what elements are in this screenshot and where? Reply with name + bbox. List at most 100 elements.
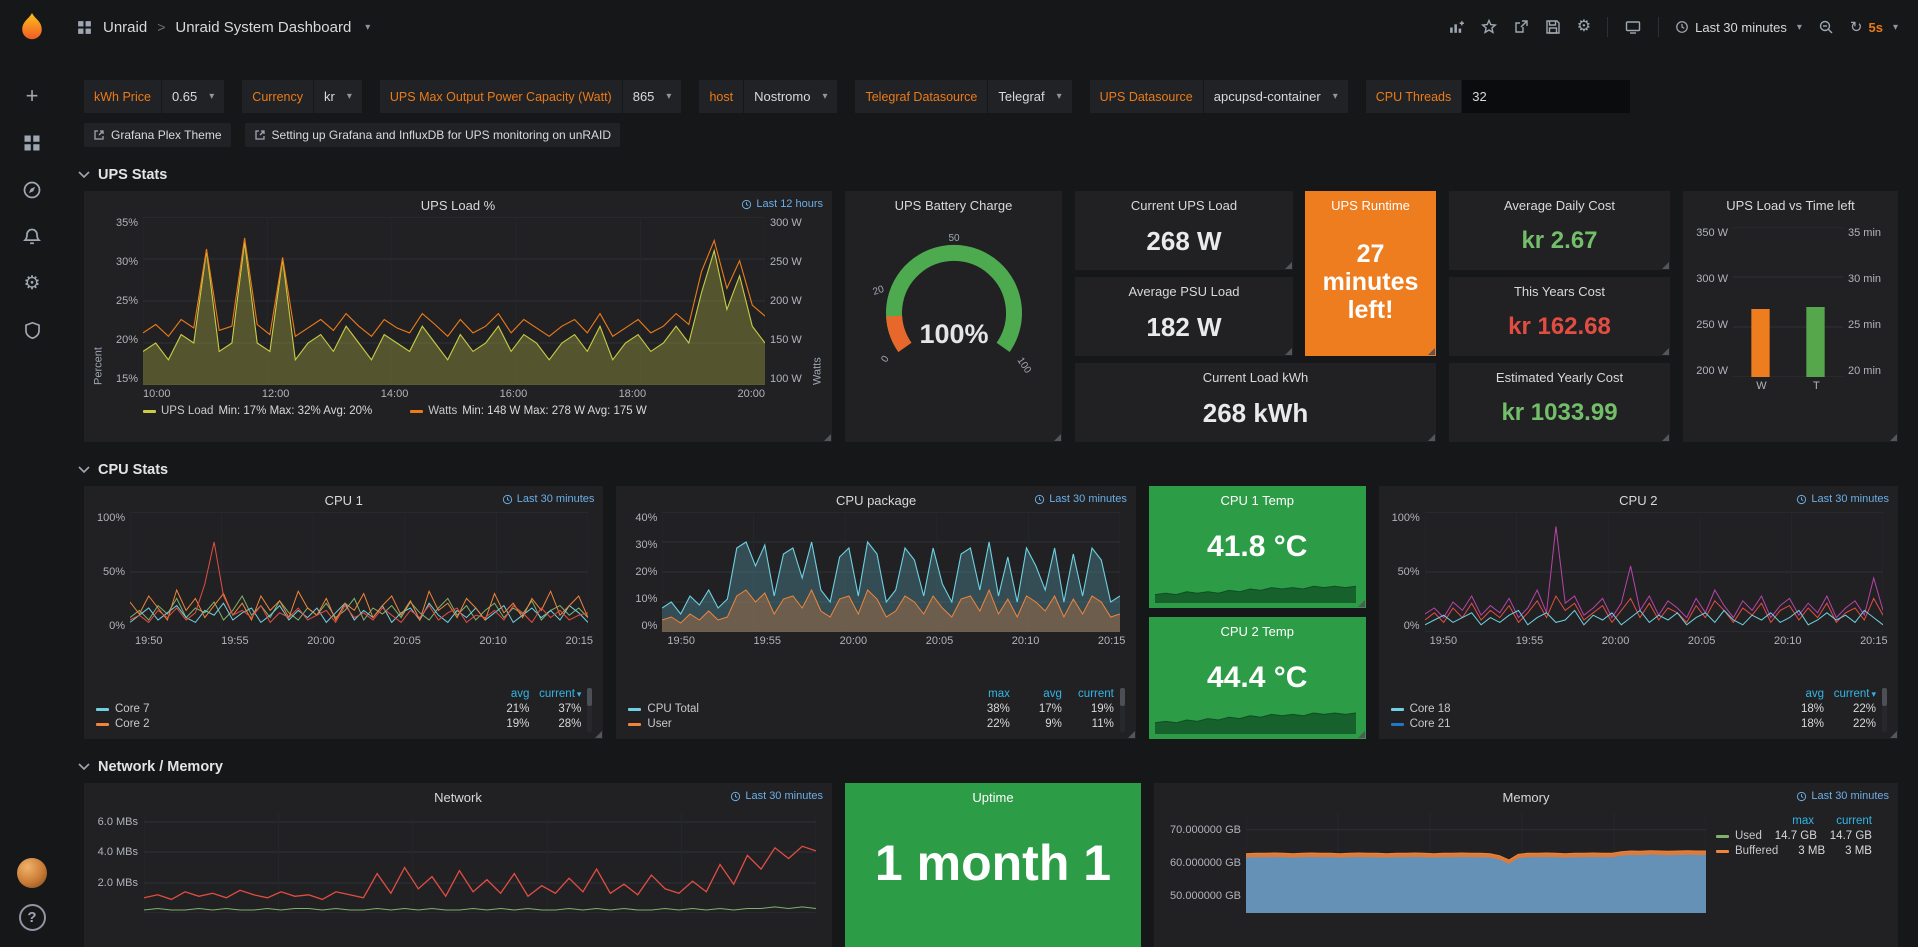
y-axis: 100% 50% 0% (97, 512, 126, 632)
legend-series[interactable]: Buffered (1716, 845, 1778, 857)
variable-label: kWh Price (84, 80, 162, 113)
add-panel-button[interactable] (1448, 19, 1465, 36)
save-button[interactable] (1545, 19, 1561, 35)
zoom-out-button[interactable] (1818, 19, 1834, 35)
panel-title[interactable]: CPU 1 Temp (1220, 493, 1294, 508)
variable-ups-datasource[interactable]: UPS Datasource apcupsd-container ▾ (1089, 80, 1348, 113)
legend-scrollbar[interactable] (1119, 688, 1125, 732)
legend-series[interactable]: User (628, 718, 957, 730)
ups-load-chart[interactable] (143, 217, 765, 385)
panel-title[interactable]: Current Load kWh (1202, 370, 1309, 385)
sidebar-item-create[interactable]: + (9, 72, 55, 119)
panel-title[interactable]: Estimated Yearly Cost (1495, 370, 1624, 385)
variable-host[interactable]: host Nostromo ▾ (699, 80, 838, 113)
link-grafana-plex-theme[interactable]: Grafana Plex Theme (84, 123, 231, 147)
stat-value: 268 W (1146, 225, 1222, 256)
legend: max avg current CPU Total 38% 17% 19% User… (624, 686, 1127, 734)
sidebar-item-dashboards[interactable] (9, 119, 55, 166)
legend-series[interactable]: CPU Total (628, 703, 957, 715)
favorite-button[interactable] (1480, 19, 1497, 35)
variable-value-dropdown[interactable]: Nostromo ▾ (744, 80, 838, 113)
legend-series[interactable]: Core 18 (1390, 703, 1772, 715)
grafana-logo[interactable] (14, 10, 50, 46)
variable-value-dropdown[interactable]: kr ▾ (314, 80, 362, 113)
panel-title[interactable]: UPS Battery Charge (894, 198, 1013, 213)
panel-title[interactable]: CPU 2 Temp (1220, 624, 1294, 639)
clock-icon (731, 791, 741, 801)
panel-title[interactable]: Current UPS Load (1130, 198, 1238, 213)
gauge-tick: 0 (879, 354, 891, 365)
variable-currency[interactable]: Currency kr ▾ (242, 80, 362, 113)
cpu-package-chart[interactable] (662, 512, 1121, 632)
sidebar-item-configuration[interactable]: ⚙ (9, 260, 55, 307)
sidebar-item-server-admin[interactable] (9, 307, 55, 354)
refresh-picker[interactable]: ↻ 5s ▾ (1850, 20, 1898, 35)
variable-cpu-threads[interactable]: CPU Threads (1365, 80, 1631, 113)
row-header-cpu-stats[interactable]: CPU Stats (78, 462, 1898, 478)
cpu2-chart[interactable] (1424, 512, 1883, 632)
sidebar-item-explore[interactable] (9, 166, 55, 213)
breadcrumb-folder[interactable]: Unraid (103, 18, 148, 36)
legend-item[interactable]: UPS Load Min: 17% Max: 32% Avg: 20% (143, 405, 372, 417)
panel-title[interactable]: CPU 1 (324, 493, 363, 508)
legend-item[interactable]: Watts Min: 148 W Max: 278 W Avg: 175 W (410, 405, 647, 417)
panel-title[interactable]: This Years Cost (1513, 284, 1606, 299)
user-avatar[interactable] (17, 858, 47, 888)
cpu-threads-input[interactable] (1462, 80, 1631, 113)
legend-series[interactable]: Used (1716, 830, 1762, 842)
x-axis: 19:50 19:55 20:00 20:05 20:10 20:15 (1429, 635, 1888, 647)
legend-scrollbar[interactable] (1882, 688, 1888, 732)
panel-time-override-badge[interactable]: Last 30 minutes (1034, 493, 1127, 505)
panel-title[interactable]: Average Daily Cost (1503, 198, 1616, 213)
variable-value-dropdown[interactable]: 0.65 ▾ (161, 80, 225, 113)
panel-title[interactable]: UPS Load vs Time left (1726, 198, 1855, 213)
panel-time-override-badge[interactable]: Last 30 minutes (1796, 493, 1889, 505)
panel-time-override-badge[interactable]: Last 30 minutes (1796, 790, 1889, 802)
panel-title[interactable]: Average PSU Load (1128, 284, 1240, 299)
variable-value-dropdown[interactable]: apcupsd-container ▾ (1203, 80, 1348, 113)
sidebar-item-alerting[interactable] (9, 213, 55, 260)
series-color-marker (1716, 849, 1729, 853)
navbar-actions: ⚙ Last 30 minutes ▾ (1448, 17, 1898, 37)
panel-title[interactable]: CPU package (836, 493, 917, 508)
panel-title[interactable]: UPS Runtime (1331, 198, 1410, 213)
share-button[interactable] (1513, 19, 1529, 35)
variable-telegraf-datasource[interactable]: Telegraf Datasource Telegraf ▾ (855, 80, 1072, 113)
panel-title[interactable]: Network (434, 790, 482, 805)
link-ups-monitoring-guide[interactable]: Setting up Grafana and InfluxDB for UPS … (244, 123, 621, 147)
network-chart[interactable] (144, 813, 816, 913)
panel-time-override-badge[interactable]: Last 30 minutes (502, 493, 594, 505)
question-mark-icon: ? (27, 909, 37, 926)
legend-series[interactable]: Core 21 (1390, 718, 1772, 730)
variable-value-dropdown[interactable]: Telegraf ▾ (988, 80, 1072, 113)
refresh-icon: ↻ (1849, 18, 1863, 36)
legend-series[interactable]: Core 2 (96, 718, 477, 730)
panel-title[interactable]: Memory (1502, 790, 1550, 805)
chevron-down-icon[interactable]: ▾ (365, 21, 371, 33)
cpu1-chart[interactable] (130, 512, 588, 632)
panel-title[interactable]: CPU 2 (1619, 493, 1658, 508)
variable-ups-max-output[interactable]: UPS Max Output Power Capacity (Watt) 865… (379, 80, 682, 113)
series-color-marker (410, 409, 424, 413)
legend-series[interactable]: Core 7 (96, 703, 477, 715)
help-button[interactable]: ? (18, 904, 46, 931)
legend-scrollbar[interactable] (587, 688, 593, 732)
time-range-picker[interactable]: Last 30 minutes ▾ (1675, 20, 1802, 35)
legend-row: Core 21 18% 22% (1390, 718, 1876, 730)
panel-cpu1-temp: CPU 1 Temp 41.8 °C (1148, 486, 1366, 608)
panel-title[interactable]: Uptime (972, 790, 1014, 805)
row-header-network-memory[interactable]: Network / Memory (78, 759, 1898, 775)
variable-kwh-price[interactable]: kWh Price 0.65 ▾ (84, 80, 225, 113)
variable-value-dropdown[interactable]: 865 ▾ (622, 80, 682, 113)
panel-title[interactable]: UPS Load % (420, 198, 496, 213)
cycle-view-mode-button[interactable] (1624, 19, 1642, 35)
panel-time-override-badge[interactable]: Last 30 minutes (730, 790, 823, 802)
dashboard-title[interactable]: Unraid System Dashboard (175, 18, 352, 36)
row-header-ups-stats[interactable]: UPS Stats (78, 167, 1898, 183)
clock-icon (502, 494, 512, 504)
memory-chart[interactable] (1246, 813, 1706, 913)
panel-time-override-badge[interactable]: Last 12 hours (741, 198, 823, 210)
ups-load-vs-time-chart[interactable] (1733, 227, 1843, 377)
dashboard-settings-button[interactable]: ⚙ (1577, 19, 1591, 35)
